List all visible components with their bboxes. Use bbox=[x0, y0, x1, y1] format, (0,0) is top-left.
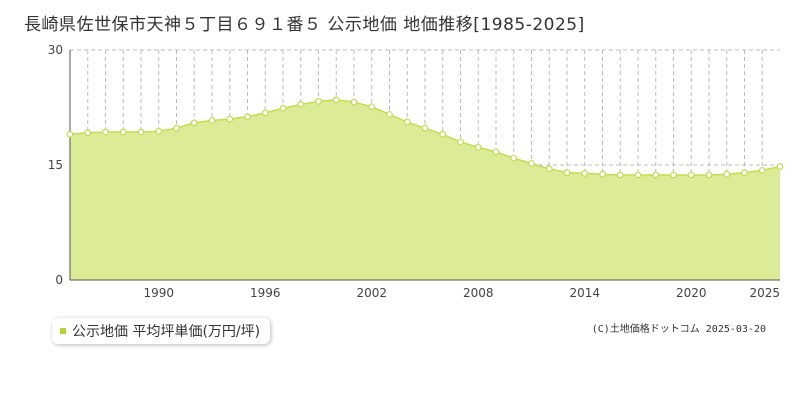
data-point bbox=[297, 101, 305, 108]
data-point bbox=[581, 170, 589, 177]
data-point bbox=[492, 148, 500, 156]
data-point bbox=[332, 96, 340, 104]
x-tick-label: 1996 bbox=[250, 286, 281, 300]
data-point bbox=[137, 128, 145, 136]
data-point bbox=[244, 113, 251, 121]
x-tick-label: 2002 bbox=[356, 286, 387, 300]
data-point bbox=[670, 171, 677, 179]
data-point bbox=[776, 163, 784, 170]
data-point bbox=[84, 129, 92, 137]
x-tick-label: 2025 bbox=[749, 286, 780, 300]
data-point bbox=[616, 171, 624, 179]
data-point bbox=[66, 130, 74, 138]
y-tick-label: 0 bbox=[55, 273, 63, 287]
data-point bbox=[758, 166, 766, 174]
credit-text: (C)土地価格ドットコム 2025-03-20 bbox=[591, 324, 766, 335]
data-point bbox=[279, 104, 287, 112]
data-point bbox=[474, 143, 482, 151]
data-point bbox=[386, 110, 393, 118]
data-point bbox=[723, 170, 731, 178]
series-area bbox=[70, 99, 780, 280]
data-point bbox=[652, 171, 660, 179]
y-tick-label: 15 bbox=[48, 158, 63, 172]
data-point bbox=[102, 128, 109, 136]
data-point bbox=[599, 170, 606, 178]
data-point bbox=[261, 109, 269, 117]
data-point bbox=[208, 117, 216, 124]
data-point bbox=[687, 171, 695, 179]
x-tick-label: 2014 bbox=[569, 286, 600, 300]
data-point bbox=[350, 98, 358, 106]
data-point bbox=[421, 124, 429, 132]
data-point bbox=[368, 103, 376, 111]
data-point bbox=[119, 128, 127, 136]
data-point bbox=[457, 138, 464, 146]
data-point bbox=[315, 97, 322, 105]
chart-title: 長崎県佐世保市天神５丁目６９１番５ 公示地価 地価推移[1985-2025] bbox=[24, 15, 585, 35]
data-point bbox=[510, 154, 518, 162]
y-tick-label: 30 bbox=[48, 43, 63, 57]
data-point bbox=[155, 127, 163, 135]
data-point bbox=[439, 130, 447, 138]
legend: 公示地価 平均坪単価(万円/坪) bbox=[52, 318, 271, 344]
data-point bbox=[634, 171, 642, 179]
data-point bbox=[545, 165, 553, 173]
x-tick-label: 2008 bbox=[463, 286, 494, 300]
x-tick-label: 2020 bbox=[676, 286, 707, 300]
x-tick-label: 1990 bbox=[143, 286, 174, 300]
data-point bbox=[705, 171, 713, 179]
data-point bbox=[190, 119, 198, 127]
data-point bbox=[173, 124, 180, 132]
data-point bbox=[226, 115, 234, 123]
data-point bbox=[403, 118, 411, 126]
legend-label: 公示地価 平均坪単価(万円/坪) bbox=[72, 324, 261, 340]
data-point bbox=[528, 160, 535, 167]
data-point bbox=[563, 169, 571, 177]
data-point bbox=[741, 169, 748, 177]
legend-swatch bbox=[60, 328, 66, 334]
